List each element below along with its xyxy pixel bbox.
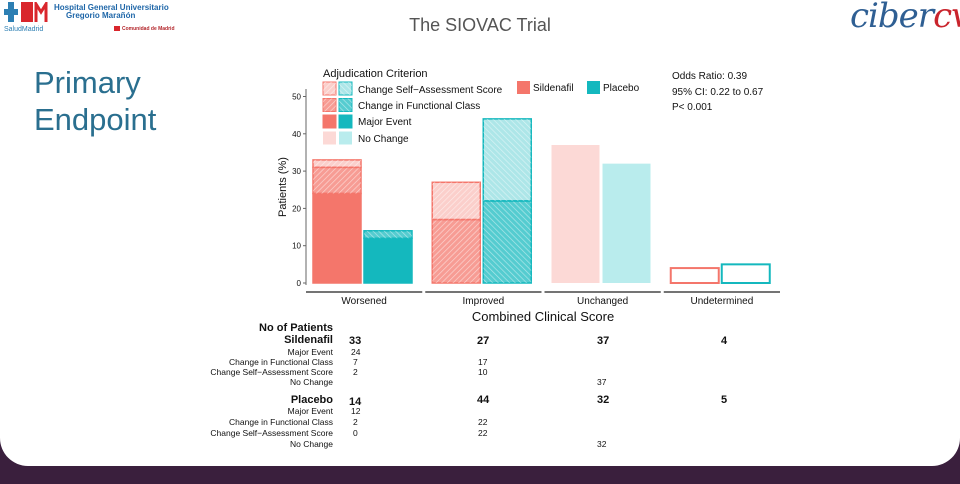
section-heading: Primary Endpoint bbox=[34, 64, 156, 138]
table-total-cell: 14 bbox=[349, 396, 362, 408]
legend-swatch bbox=[338, 114, 353, 129]
table-total-cell: 44 bbox=[477, 394, 490, 406]
legend-group-placebo: Placebo bbox=[603, 83, 640, 94]
table-row-label: No Change bbox=[289, 377, 333, 387]
x-tick-label: Undetermined bbox=[690, 296, 753, 307]
stat-odds-ratio: Odds Ratio: 0.39 bbox=[672, 71, 747, 82]
x-tick-label: Unchanged bbox=[577, 296, 628, 307]
x-tick-label: Worsened bbox=[341, 296, 386, 307]
table-total-cell: 37 bbox=[597, 335, 610, 347]
hospital-name-line3: Comunidad de Madrid bbox=[114, 26, 175, 32]
legend-swatch-hatch bbox=[323, 82, 336, 95]
slide-title: The SIOVAC Trial bbox=[409, 15, 551, 35]
bar-segment bbox=[602, 163, 651, 283]
heading-line2: Endpoint bbox=[34, 102, 157, 137]
bar-segment-hatch bbox=[313, 167, 361, 194]
cibercv-logo: cibercv bbox=[850, 0, 960, 36]
bar-segment-hatch bbox=[483, 200, 532, 283]
bar-segment bbox=[312, 192, 362, 284]
legend-swatch bbox=[339, 131, 352, 145]
table-group-placebo: Placebo bbox=[290, 394, 333, 406]
table-cell: 7 bbox=[353, 357, 358, 367]
y-tick-label: 50 bbox=[292, 93, 301, 102]
bar-segment-hatch bbox=[313, 159, 361, 168]
x-axis-label: Combined Clinical Score bbox=[472, 309, 614, 324]
y-axis-label: Patients (%) bbox=[277, 157, 289, 217]
table-cell: 0 bbox=[353, 428, 358, 438]
table-row-label: Major Event bbox=[287, 406, 333, 416]
y-tick-label: 30 bbox=[292, 167, 301, 176]
plot-area: Worsened Improved Unchanged Undetermined 0 10… bbox=[292, 81, 780, 307]
table-row-label: Change in Functional Class bbox=[229, 357, 333, 367]
table-group-sildenafil: Sildenafil bbox=[284, 334, 333, 346]
endpoint-chart: Worsened Improved Unchanged Undetermined 0 10… bbox=[277, 68, 780, 324]
hospital-logo: SaludMadrid Hospital General Universitar… bbox=[4, 2, 179, 36]
table-row-label: Change Self−Assessment Score bbox=[210, 428, 333, 438]
table-header: No of Patients bbox=[259, 322, 333, 334]
legend-swatch-sildenafil bbox=[517, 81, 530, 94]
legend-swatch-hatch bbox=[339, 98, 352, 112]
bar-segment-hatch bbox=[483, 118, 532, 201]
table-cell: 17 bbox=[478, 357, 488, 367]
logo-part-2: cv bbox=[933, 0, 960, 36]
legend-swatch bbox=[323, 131, 336, 145]
logo-part-1: ciber bbox=[850, 0, 934, 36]
table-total-cell: 32 bbox=[597, 394, 610, 406]
legend-swatch-hatch bbox=[323, 98, 336, 112]
heading-line1: Primary bbox=[34, 65, 141, 100]
bar-segment bbox=[669, 267, 720, 284]
table-cell: 12 bbox=[351, 406, 361, 416]
salud-label: SaludMadrid bbox=[4, 26, 44, 33]
salud-madrid-logo-icon bbox=[4, 2, 48, 22]
table-cell: 24 bbox=[351, 347, 361, 357]
bar-segment bbox=[551, 144, 600, 283]
slide: SaludMadrid Hospital General Universitar… bbox=[0, 0, 960, 466]
table-cell: 2 bbox=[353, 367, 358, 377]
legend-swatch-hatch bbox=[339, 82, 352, 95]
table-total-cell: 5 bbox=[721, 394, 728, 406]
x-tick-label: Improved bbox=[463, 296, 505, 307]
bar-segment bbox=[363, 237, 413, 284]
legend-criterion-1: Change Self−Assessment Score bbox=[358, 85, 503, 96]
table-row-label: Change Self−Assessment Score bbox=[210, 367, 333, 377]
legend-swatch-placebo bbox=[587, 81, 600, 94]
table-row-label: Major Event bbox=[287, 347, 333, 357]
bar-segment-hatch bbox=[364, 230, 412, 239]
y-tick-label: 10 bbox=[292, 242, 301, 251]
legend-title: Adjudication Criterion bbox=[323, 68, 428, 80]
table-total-cell: 4 bbox=[721, 335, 728, 347]
y-tick-label: 40 bbox=[292, 130, 301, 139]
legend-criterion-2: Change in Functional Class bbox=[358, 101, 480, 112]
table-row-label: Change in Functional Class bbox=[229, 417, 333, 427]
table-total-cell: 33 bbox=[349, 335, 362, 347]
table-cell: 2 bbox=[353, 417, 358, 427]
table-cell: 37 bbox=[597, 377, 607, 387]
legend-criterion-3: Major Event bbox=[358, 117, 412, 128]
hospital-name-line1: Hospital General Universitario bbox=[54, 3, 169, 12]
y-tick-label: 0 bbox=[297, 279, 302, 288]
table-cell: 10 bbox=[478, 367, 488, 377]
facet-panel bbox=[663, 89, 780, 291]
hospital-name-line2: Gregorio Marañón bbox=[66, 11, 136, 20]
bar-segment-hatch bbox=[432, 219, 481, 283]
stat-p: P< 0.001 bbox=[672, 102, 713, 113]
y-tick-label: 20 bbox=[292, 204, 301, 213]
legend-criterion-4: No Change bbox=[358, 134, 409, 145]
table-cell: 32 bbox=[597, 439, 607, 449]
table-cell: 22 bbox=[478, 428, 488, 438]
table-cell: 22 bbox=[478, 417, 488, 427]
stat-ci: 95% CI: 0.22 to 0.67 bbox=[672, 87, 764, 98]
bar-segment-hatch bbox=[432, 182, 481, 220]
table-total-cell: 27 bbox=[477, 335, 490, 347]
table-row-label: No Change bbox=[289, 439, 333, 449]
legend-group-sildenafil: Sildenafil bbox=[533, 83, 574, 94]
legend-swatch bbox=[322, 114, 337, 129]
bar-segment bbox=[720, 263, 771, 285]
